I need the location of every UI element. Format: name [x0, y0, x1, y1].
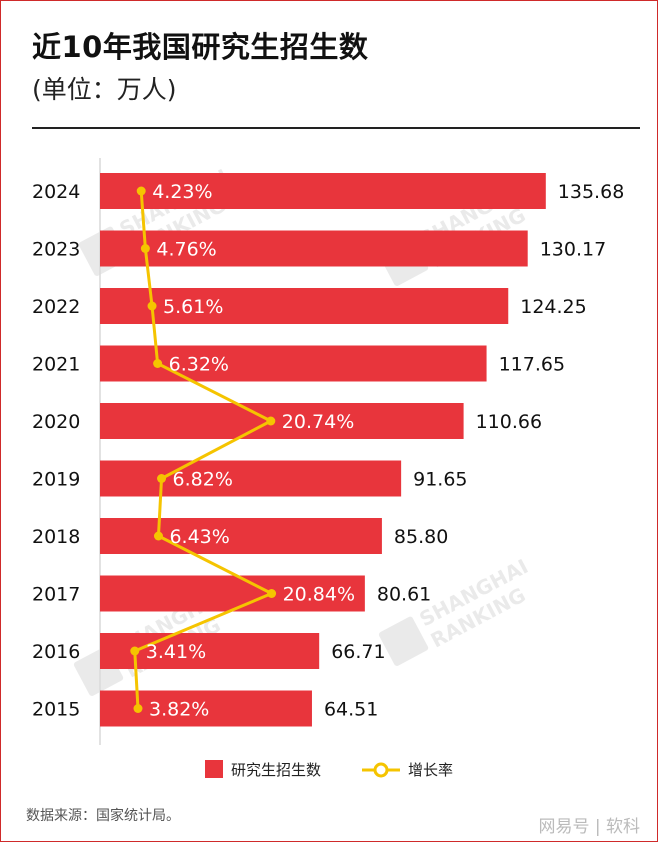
category-label: 2024 [32, 181, 80, 203]
chart-canvas: SHANGHAIRANKINGSHANGHAIRANKINGSHANGHAIRA… [32, 158, 624, 779]
bar [100, 575, 365, 612]
bar [100, 345, 487, 382]
bar [100, 403, 464, 439]
category-label: 2019 [32, 469, 80, 491]
growth-rate-label: 20.74% [282, 411, 354, 433]
growth-rate-point [140, 244, 150, 253]
bar-value-label: 66.71 [331, 641, 385, 663]
category-label: 2016 [32, 641, 80, 663]
chart-title: 近10年我国研究生招生数 [32, 30, 369, 64]
source-note: 数据来源：国家统计局。 [26, 808, 180, 824]
growth-rate-point [266, 416, 276, 426]
growth-rate-point [157, 474, 167, 483]
bar-value-label: 85.80 [394, 526, 448, 548]
bar [100, 288, 509, 324]
bar [100, 518, 382, 554]
category-label: 2015 [32, 699, 80, 721]
legend-line-label: 增长率 [408, 761, 453, 779]
growth-rate-label: 6.82% [173, 469, 233, 491]
category-label: 2020 [32, 411, 80, 433]
brand-watermark: 网易号 | 软科 [538, 817, 640, 837]
category-label: 2023 [32, 239, 80, 261]
growth-rate-point [133, 704, 143, 713]
legend-bar-swatch [205, 760, 223, 778]
bar-value-label: 110.66 [476, 411, 542, 433]
growth-rate-point [130, 646, 140, 656]
growth-rate-point [153, 359, 163, 368]
legend-line-marker [373, 762, 389, 778]
growth-rate-label: 5.61% [163, 296, 223, 318]
growth-rate-label: 3.41% [146, 641, 206, 663]
growth-rate-label: 6.32% [169, 354, 229, 376]
growth-rate-label: 3.82% [149, 699, 209, 721]
category-label: 2017 [32, 584, 80, 606]
growth-rate-point [153, 531, 163, 541]
bar-value-label: 64.51 [324, 699, 378, 721]
watermark-logo [378, 616, 429, 666]
title-divider [32, 127, 640, 129]
growth-rate-point [147, 301, 157, 311]
growth-rate-label: 6.43% [169, 526, 229, 548]
bar-value-label: 130.17 [540, 239, 606, 261]
growth-rate-line [133, 190, 274, 709]
bar [100, 173, 546, 209]
growth-rate-label: 4.23% [152, 181, 212, 203]
category-label: 2018 [32, 526, 80, 548]
growth-rate-point [136, 186, 146, 196]
bar [100, 460, 402, 497]
bar-value-label: 80.61 [377, 584, 431, 606]
growth-rate-label: 4.76% [156, 239, 216, 261]
chart-subtitle: (单位：万人) [32, 75, 177, 104]
bar-value-label: 124.25 [520, 296, 586, 318]
bar-value-label: 117.65 [499, 354, 565, 376]
legend-bar-label: 研究生招生数 [231, 761, 321, 779]
category-label: 2022 [32, 296, 80, 318]
bar-value-label: 91.65 [413, 469, 467, 491]
growth-rate-point [267, 589, 277, 598]
growth-rate-label: 20.84% [283, 584, 355, 606]
bar-value-label: 135.68 [558, 181, 624, 203]
category-label: 2021 [32, 354, 80, 376]
bar [100, 230, 528, 267]
